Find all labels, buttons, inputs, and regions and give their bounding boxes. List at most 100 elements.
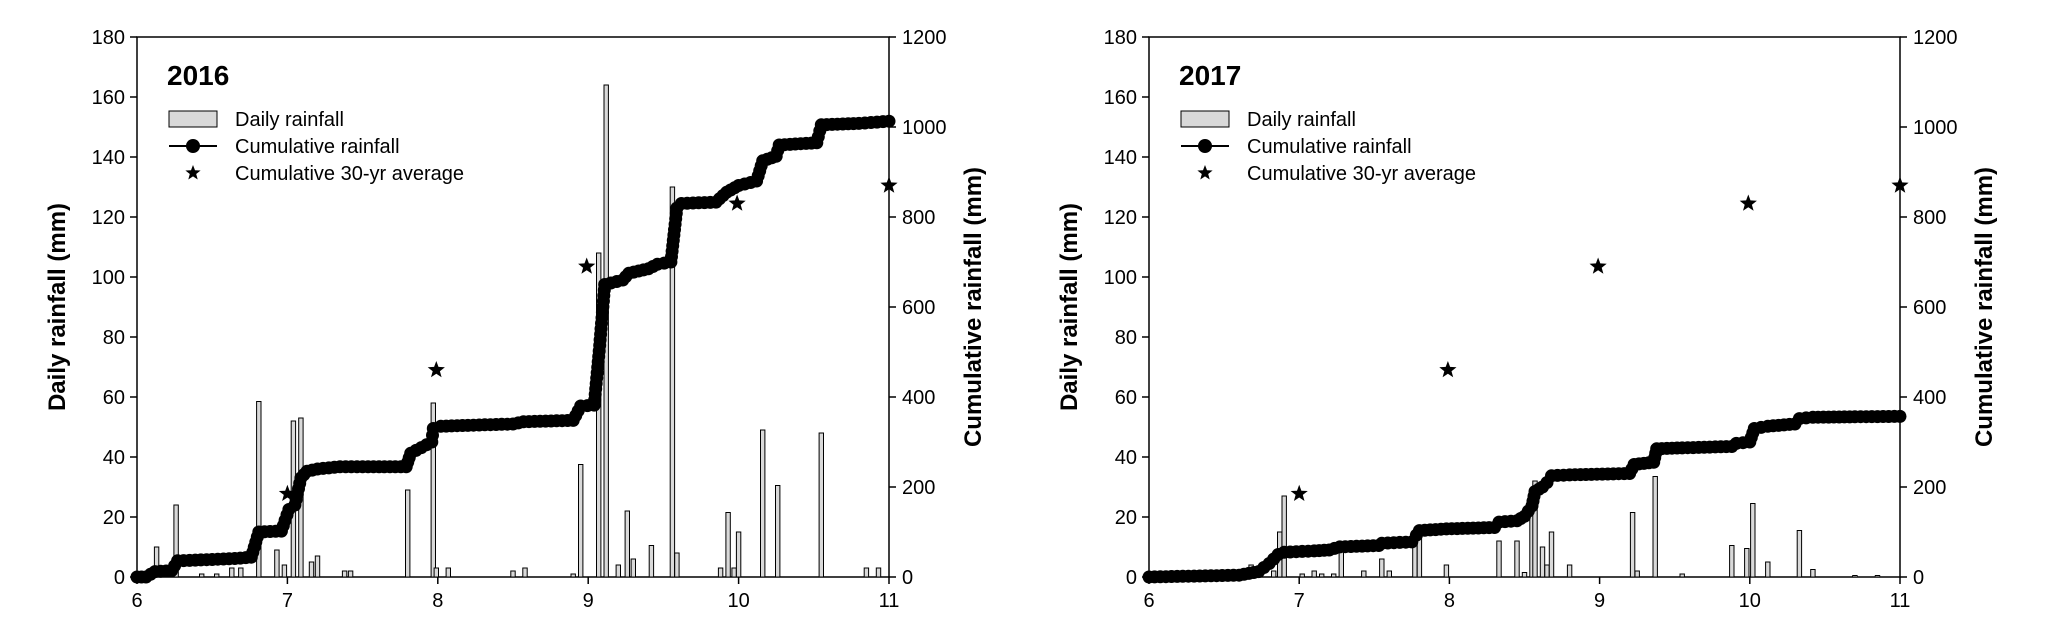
daily-rainfall-bar <box>445 567 452 578</box>
cumulative-rainfall-markers <box>1142 409 1907 584</box>
daily-rainfall-bar <box>433 567 440 578</box>
daily-rainfall-bar <box>731 567 737 578</box>
cumulative-30yr-average-markers <box>278 176 898 501</box>
legend-marker-cumulative <box>186 139 200 153</box>
y-left-tick-label: 0 <box>1126 567 1137 589</box>
daily-rainfall-bar <box>1652 476 1658 578</box>
y-right-tick-label: 200 <box>902 477 935 499</box>
daily-rainfall-bar <box>630 558 636 578</box>
legend-label-daily: Daily rainfall <box>235 109 344 131</box>
y-left-tick-label: 120 <box>1104 207 1137 229</box>
y-right-tick-label: 600 <box>902 297 935 319</box>
y-left-tick-label: 100 <box>1104 267 1137 289</box>
y-left-tick-label: 40 <box>103 447 125 469</box>
daily-rainfall-bar <box>430 402 437 578</box>
daily-rainfall-bar <box>214 573 220 578</box>
legend-marker-average <box>185 165 201 180</box>
daily-rainfall-bar <box>274 549 280 578</box>
x-tick-label: 9 <box>1594 590 1605 612</box>
daily-rainfall-bar <box>1729 545 1735 578</box>
y-left-tick-label: 80 <box>103 327 125 349</box>
y-right-tick-label: 1000 <box>1913 117 1958 139</box>
y-right-axis-title: Cumulative rainfall (mm) <box>960 167 987 447</box>
cumulative-30yr-average-markers <box>1290 176 1909 501</box>
panel-title: 2017 <box>1179 60 1241 91</box>
cumulative-rainfall-markers <box>130 114 896 584</box>
daily-rainfall-bar <box>1496 540 1502 578</box>
daily-rainfall-bar <box>1299 573 1305 578</box>
x-tick-label: 11 <box>879 590 900 612</box>
daily-rainfall-bar <box>725 512 731 578</box>
average-star-marker <box>1739 194 1757 211</box>
daily-rainfall-bar <box>717 567 724 578</box>
daily-rainfall-bar <box>1796 530 1803 578</box>
daily-rainfall-bar <box>1319 573 1325 578</box>
legend-marker-average <box>1197 165 1213 180</box>
legend-label-daily: Daily rainfall <box>1247 109 1356 131</box>
y-right-tick-label: 800 <box>1913 207 1946 229</box>
daily-rainfall-bar <box>1750 503 1756 578</box>
daily-rainfall-bar <box>1874 575 1881 578</box>
panel-2016: 6 7 8 9 10 1102040608010012014016018002004006… <box>44 27 987 612</box>
daily-rainfall-bar <box>173 504 179 578</box>
y-left-tick-label: 120 <box>92 207 125 229</box>
daily-rainfall-bar <box>1566 564 1573 578</box>
daily-rainfall-bar <box>624 510 630 578</box>
daily-rainfall-bars <box>1248 476 1881 578</box>
y-left-tick-label: 40 <box>1115 447 1137 469</box>
y-right-tick-label: 600 <box>1913 297 1946 319</box>
daily-rainfall-bar <box>669 186 676 578</box>
y-left-tick-label: 160 <box>92 87 125 109</box>
y-right-tick-label: 0 <box>1913 567 1924 589</box>
legend-label-cumulative: Cumulative rainfall <box>235 136 400 158</box>
daily-rainfall-bar <box>735 531 742 578</box>
cumulative-rainfall-point <box>1893 409 1907 423</box>
daily-rainfall-bar <box>1679 573 1685 578</box>
y-right-tick-label: 1000 <box>902 117 947 139</box>
daily-rainfall-bar <box>1539 546 1546 578</box>
daily-rainfall-bar <box>760 429 766 578</box>
daily-rainfall-bar <box>1361 570 1367 578</box>
legend-swatch-daily <box>1180 110 1230 128</box>
x-tick-label: 11 <box>1890 590 1911 612</box>
y-left-axis-title: Daily rainfall (mm) <box>1056 203 1083 411</box>
x-tick-label: 6 <box>1143 590 1154 612</box>
y-right-tick-label: 800 <box>902 207 935 229</box>
daily-rainfall-bar <box>1386 570 1392 578</box>
panel-2017: 6 7 8 9 10 1102040608010012014016018002004006… <box>1056 27 1998 612</box>
daily-rainfall-bar <box>281 564 288 578</box>
daily-rainfall-bar <box>1338 549 1344 578</box>
daily-rainfall-bar <box>615 564 621 578</box>
cumulative-rainfall-point <box>882 114 896 128</box>
panel-title: 2016 <box>167 60 229 91</box>
y-right-axis-title: Cumulative rainfall (mm) <box>1971 167 1998 447</box>
daily-rainfall-bar <box>1532 480 1538 578</box>
daily-rainfall-bar <box>570 573 576 578</box>
legend-swatch-daily <box>168 110 218 128</box>
y-right-tick-label: 400 <box>902 387 935 409</box>
daily-rainfall-bar <box>238 567 244 578</box>
daily-rainfall-bar <box>1311 570 1317 578</box>
daily-rainfall-bar <box>775 485 781 578</box>
legend-marker-cumulative <box>1198 139 1212 153</box>
y-left-tick-label: 180 <box>1104 27 1137 49</box>
daily-rainfall-bar <box>1521 572 1528 578</box>
y-right-tick-label: 1200 <box>902 27 947 49</box>
daily-rainfall-bar <box>875 567 882 578</box>
y-right-tick-label: 400 <box>1913 387 1946 409</box>
legend: Daily rainfall Cumulative rainfall Cumulat… <box>168 109 464 185</box>
daily-rainfall-bar <box>1548 531 1555 578</box>
daily-rainfall-bar <box>1810 569 1816 578</box>
y-right-tick-label: 1200 <box>1913 27 1958 49</box>
y-left-tick-label: 60 <box>1115 387 1137 409</box>
y-left-tick-label: 140 <box>1104 147 1137 169</box>
x-tick-label: 10 <box>727 590 749 612</box>
x-tick-label: 6 <box>131 590 142 612</box>
daily-rainfall-bar <box>1544 564 1550 578</box>
daily-rainfall-bar <box>1852 575 1858 578</box>
daily-rainfall-bar <box>1379 558 1385 578</box>
daily-rainfall-bar <box>199 573 205 578</box>
average-star-marker <box>278 484 296 501</box>
daily-rainfall-bar <box>596 252 602 578</box>
y-left-tick-label: 80 <box>1115 327 1137 349</box>
